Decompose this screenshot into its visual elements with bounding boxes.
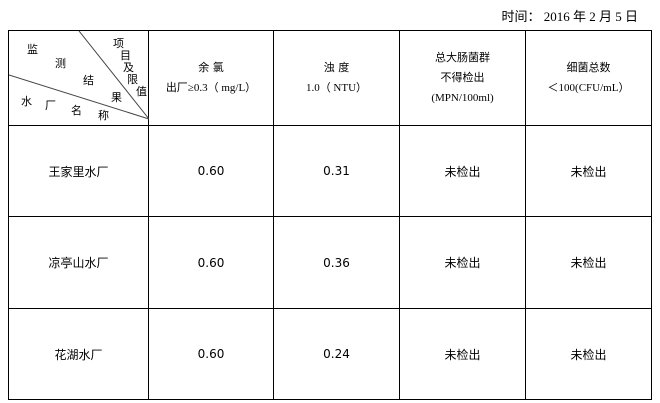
header-turbidity: 浊 度 1.0（ NTU） [273,30,400,126]
water-quality-table: 监 测 结 果 项 目 及 限 值 水 厂 名 称 余 氯出厂≥0.3（ mg/… [8,30,652,400]
corner-char: 厂 [45,99,56,112]
date-label: 时间： [501,9,541,24]
report-date: 时间： 2016 年 2 月 5 日 [501,6,638,25]
chlorine-value: 0.60 [148,125,274,217]
turbidity-value: 0.24 [273,308,400,400]
header-coliform: 总大肠菌群不得检出 (MPN/100ml) [399,30,526,126]
corner-char: 果 [111,91,122,104]
plant-name: 凉亭山水厂 [8,216,149,309]
plant-name: 王家里水厂 [8,125,149,217]
bacteria-value: 未检出 [525,308,652,400]
corner-char: 值 [136,85,147,98]
table-row: 王家里水厂 0.60 0.31 未检出 未检出 [8,125,652,217]
chlorine-value: 0.60 [148,216,274,309]
header-line: (MPN/100ml) [431,92,494,104]
bacteria-value: 未检出 [525,216,652,309]
header-bacteria: 细菌总数 ＜100(CFU/mL） [525,30,652,126]
header-line: 不得检出 [440,71,485,84]
table-row: 花湖水厂 0.60 0.24 未检出 未检出 [8,308,652,400]
diagonal-lines [9,31,149,120]
turbidity-value: 0.36 [273,216,400,309]
chlorine-value: 0.60 [148,308,274,400]
corner-char: 目 [120,49,131,62]
header-line: 出厂≥0.3（ mg/L） [165,82,257,94]
header-line: 1.0（ NTU） [305,82,368,94]
turbidity-value: 0.31 [273,125,400,217]
plant-name: 花湖水厂 [8,308,149,400]
header-line: 细菌总数 [566,61,611,74]
header-chlorine: 余 氯出厂≥0.3（ mg/L） [148,30,274,126]
diagonal-header-cell: 监 测 结 果 项 目 及 限 值 水 厂 名 称 [8,30,149,126]
header-line: 余 氯 [198,61,224,74]
header-row: 监 测 结 果 项 目 及 限 值 水 厂 名 称 余 氯出厂≥0.3（ mg/… [8,30,652,126]
header-line: 总大肠菌群 [435,51,490,64]
corner-char: 及 [123,61,134,74]
corner-char: 名 [71,104,82,117]
corner-char: 称 [98,109,109,122]
coliform-value: 未检出 [399,125,526,217]
coliform-value: 未检出 [399,216,526,309]
corner-char: 结 [83,74,94,87]
corner-char: 项 [113,37,124,50]
table-row: 凉亭山水厂 0.60 0.36 未检出 未检出 [8,216,652,309]
date-value: 2016 年 2 月 5 日 [543,9,638,24]
corner-char: 限 [127,73,138,86]
corner-char: 监 [27,43,38,56]
corner-char: 测 [55,57,66,70]
corner-char: 水 [21,95,32,108]
header-line: 浊 度 [323,61,350,74]
bacteria-value: 未检出 [525,125,652,217]
coliform-value: 未检出 [399,308,526,400]
header-line: ＜100(CFU/mL） [547,82,630,94]
